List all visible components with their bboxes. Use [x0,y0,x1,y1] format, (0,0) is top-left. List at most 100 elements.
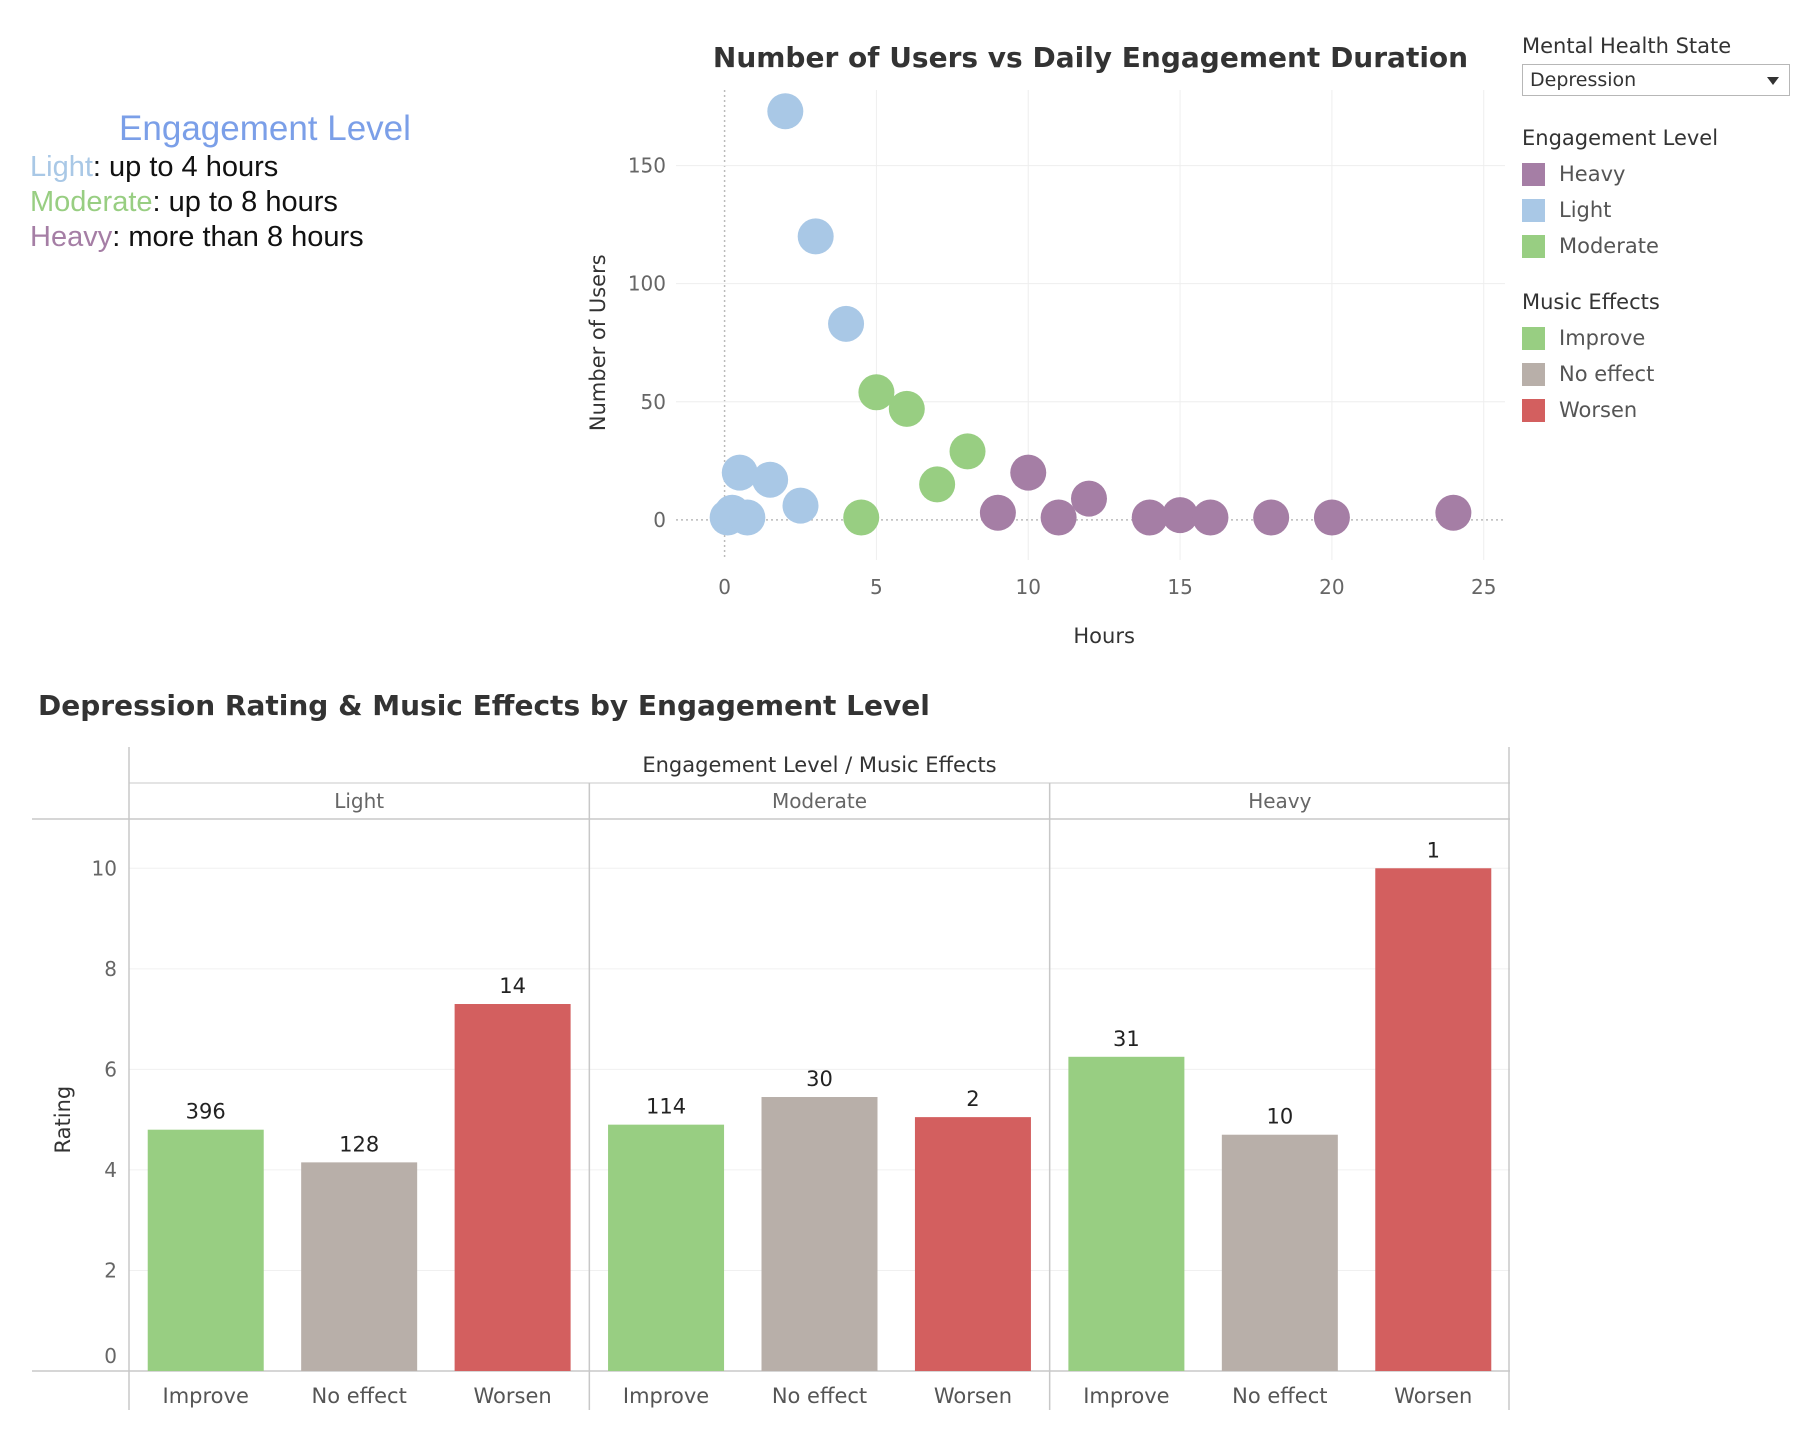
engagement-legend-title: Engagement Level [1522,126,1719,150]
legend-swatch-no-effect [1522,362,1545,386]
bar-moderate-improve[interactable] [608,1124,725,1371]
legend-swatch-light [1522,198,1545,222]
scatter-point-heavy[interactable] [1070,480,1107,517]
bar-heavy-worsen[interactable] [1375,868,1492,1371]
bar-chart-title: Depression Rating & Music Effects by Eng… [38,689,930,722]
scatter-point-moderate[interactable] [949,433,986,470]
scatter-point-heavy[interactable] [979,494,1016,531]
dropdown-selected-value: Depression [1530,69,1637,91]
bar-header-title: Engagement Level / Music Effects [642,753,996,777]
info-term-heavy: Heavy [30,221,113,253]
scatter-y-tick-label: 50 [641,390,666,414]
legend-label-heavy: Heavy [1559,162,1626,186]
scatter-point-moderate[interactable] [919,466,956,503]
scatter-point-heavy[interactable] [1131,499,1168,536]
scatter-point-moderate[interactable] [843,499,880,536]
scatter-title: Number of Users vs Daily Engagement Dura… [713,41,1468,74]
mental-health-state-dropdown[interactable]: Depression [1522,64,1790,96]
info-term-light: Light [30,151,93,183]
scatter-point-heavy[interactable] [1162,497,1199,534]
scatter-x-tick-label: 5 [870,575,883,599]
bar-data-label: 128 [339,1132,379,1156]
info-desc-heavy: : more than 8 hours [112,221,364,253]
scatter-point-light[interactable] [752,461,789,498]
legend-label-improve: Improve [1559,326,1646,350]
legend-swatch-improve [1522,326,1545,350]
bar-heavy-improve[interactable] [1068,1056,1185,1371]
scatter-point-moderate[interactable] [888,390,925,427]
bar-heavy-no-effect[interactable] [1221,1134,1338,1371]
bar-data-label: 1 [1427,838,1440,862]
info-term-moderate: Moderate [30,186,153,218]
scatter-point-heavy[interactable] [1435,494,1472,531]
legend-item-moderate[interactable]: Moderate [1522,228,1794,264]
legend-label-light: Light [1559,198,1612,222]
info-line-heavy: Heavy: more than 8 hours [30,220,550,255]
bar-x-tick-label: No effect [772,1384,867,1408]
scatter-x-tick-label: 10 [1016,575,1041,599]
bar-moderate-no-effect[interactable] [761,1097,878,1371]
scatter-point-moderate[interactable] [858,374,895,411]
bar-chart: Depression Rating & Music Effects by Eng… [32,689,1510,1410]
bar-x-tick-label: Worsen [1394,1384,1472,1408]
scatter-point-heavy[interactable] [1253,499,1290,536]
info-line-light: Light: up to 4 hours [30,150,550,185]
scatter-y-tick-label: 0 [653,508,666,532]
scatter-x-tick-label: 15 [1167,575,1192,599]
bar-x-tick-label: Worsen [934,1384,1012,1408]
scatter-point-heavy[interactable] [1040,499,1077,536]
scatter-x-tick-label: 25 [1471,575,1496,599]
scatter-point-light[interactable] [729,499,766,536]
scatter-point-light[interactable] [782,487,819,524]
bar-x-tick-label: Improve [623,1384,709,1408]
legend-item-no-effect[interactable]: No effect [1522,356,1794,392]
scatter-point-light[interactable] [828,305,865,342]
legend-item-heavy[interactable]: Heavy [1522,156,1794,192]
scatter-point-heavy[interactable] [1192,499,1229,536]
bar-y-tick-label: 2 [104,1258,117,1282]
right-panel: Mental Health State Depression Engagemen… [1522,34,1794,428]
scatter-y-axis-label: Number of Users [586,254,610,431]
music-effects-legend: Music Effects Improve No effect Worsen [1522,290,1794,428]
scatter-point-heavy[interactable] [1010,454,1047,491]
bar-moderate-worsen[interactable] [914,1117,1031,1371]
bar-y-tick-label: 0 [104,1344,117,1368]
scatter-point-light[interactable] [797,218,834,255]
bar-data-label: 30 [806,1067,833,1091]
bar-y-tick-label: 8 [104,957,117,981]
legend-swatch-moderate [1522,234,1545,258]
scatter-y-tick-label: 150 [628,154,666,178]
scatter-point-light[interactable] [721,454,758,491]
info-desc-light: : up to 4 hours [92,151,279,183]
bar-data-label: 2 [966,1087,979,1111]
bar-group-label-heavy: Heavy [1248,789,1311,813]
legend-label-no-effect: No effect [1559,362,1655,386]
scatter-point-light[interactable] [767,93,804,130]
scatter-x-tick-label: 20 [1319,575,1344,599]
bar-y-axis-label: Rating [51,1086,75,1154]
bar-data-label: 14 [499,974,526,998]
bar-x-tick-label: Worsen [474,1384,552,1408]
bar-x-tick-label: No effect [1232,1384,1327,1408]
legend-item-worsen[interactable]: Worsen [1522,392,1794,428]
bar-data-label: 396 [186,1100,226,1124]
legend-item-light[interactable]: Light [1522,192,1794,228]
scatter-y-tick-label: 100 [628,272,666,296]
filter-label: Mental Health State [1522,34,1732,58]
info-desc-moderate: : up to 8 hours [152,186,338,218]
bar-x-tick-label: Improve [1083,1384,1169,1408]
bar-light-worsen[interactable] [454,1004,571,1371]
bar-group-label-light: Light [334,789,384,813]
bar-data-label: 31 [1113,1027,1140,1051]
legend-label-moderate: Moderate [1559,234,1659,258]
legend-swatch-heavy [1522,162,1545,186]
scatter-point-heavy[interactable] [1313,499,1350,536]
bar-light-no-effect[interactable] [301,1162,418,1371]
bar-x-tick-label: Improve [163,1384,249,1408]
bar-light-improve[interactable] [147,1129,264,1371]
legend-item-improve[interactable]: Improve [1522,320,1794,356]
info-title: Engagement Level [119,109,411,148]
bar-group-label-moderate: Moderate [772,789,867,813]
bar-x-tick-label: No effect [312,1384,407,1408]
legend-label-worsen: Worsen [1559,398,1638,422]
